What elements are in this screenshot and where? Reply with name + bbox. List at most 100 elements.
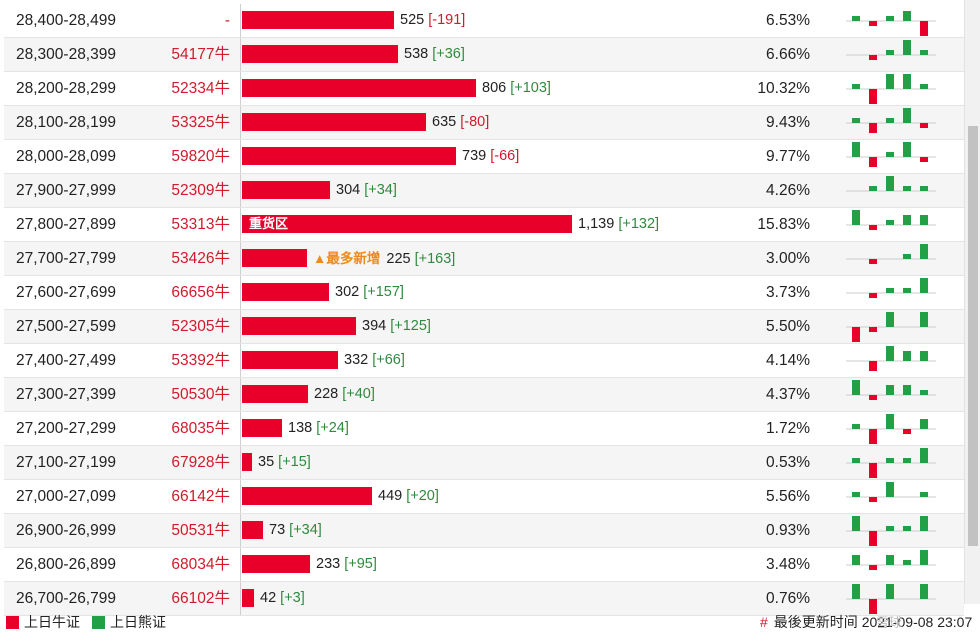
volume-label: 394 [+125] xyxy=(362,310,431,343)
volume-label: 806 [+103] xyxy=(482,72,551,105)
bar-cell: 233 [+95] xyxy=(240,548,761,581)
mini-bar xyxy=(852,492,860,497)
bull-code[interactable]: 52305牛 xyxy=(171,318,230,335)
mini-trend-chart xyxy=(846,516,936,546)
volume-delta: [-80] xyxy=(460,114,490,130)
mini-trend-chart xyxy=(846,584,936,614)
bull-code[interactable]: 53426牛 xyxy=(171,250,230,267)
bull-code[interactable]: 66102牛 xyxy=(171,590,230,607)
table-row: 27,700-27,799 53426牛 ▲最多新增 225 [+163] 3.00% xyxy=(4,242,964,276)
mini-bar xyxy=(886,288,894,293)
bull-code[interactable]: 67928牛 xyxy=(171,454,230,471)
volume-count: 302 xyxy=(335,284,360,300)
mini-bar xyxy=(920,390,928,395)
mini-bar xyxy=(920,244,928,259)
mini-bar xyxy=(903,429,911,434)
hash-icon: # xyxy=(760,614,768,630)
mini-bar xyxy=(869,531,877,546)
bull-code[interactable]: 68035牛 xyxy=(171,420,230,437)
mini-bar xyxy=(886,220,894,225)
scrollbar-thumb[interactable] xyxy=(968,126,978,546)
mini-bar xyxy=(886,118,894,123)
price-range: 27,700-27,799 xyxy=(16,250,116,267)
price-range: 28,100-28,199 xyxy=(16,114,116,131)
bar-cell: 332 [+66] xyxy=(240,344,761,377)
bar-cell: 635 [-80] xyxy=(240,106,761,139)
mini-bar xyxy=(920,351,928,361)
bull-code[interactable]: 50531牛 xyxy=(171,522,230,539)
mini-trend-chart xyxy=(846,244,936,264)
mini-bar xyxy=(920,84,928,89)
price-range: 27,100-27,199 xyxy=(16,454,116,471)
mini-bar xyxy=(903,560,911,565)
volume-delta: [+34] xyxy=(289,522,322,538)
legend-bear: 上日熊证 xyxy=(92,613,166,631)
mini-bar xyxy=(886,526,894,531)
mini-bar xyxy=(869,429,877,444)
bull-code[interactable]: 59820牛 xyxy=(171,148,230,165)
last-updated-label: 最後更新时间 xyxy=(773,614,858,630)
vertical-scrollbar[interactable] xyxy=(964,0,980,604)
volume-label: 228 [+40] xyxy=(314,378,375,411)
bull-code[interactable]: 52334牛 xyxy=(171,80,230,97)
mini-bar xyxy=(852,142,860,157)
mini-bar xyxy=(869,565,877,570)
percentage: 15.83% xyxy=(757,216,810,233)
mini-trend-chart xyxy=(846,380,936,400)
bull-code[interactable]: 66656牛 xyxy=(171,284,230,301)
bull-code[interactable]: 53325牛 xyxy=(171,114,230,131)
mini-bar xyxy=(920,492,928,497)
bar-cell: 重货区 1,139 [+132] xyxy=(240,208,761,241)
volume-bar xyxy=(242,351,338,369)
percentage: 9.77% xyxy=(766,148,810,165)
mini-bar xyxy=(903,11,911,21)
mini-bar xyxy=(903,142,911,157)
volume-delta: [+20] xyxy=(406,488,439,504)
mini-bar xyxy=(920,186,928,191)
volume-bar xyxy=(242,147,456,165)
bull-code[interactable]: - xyxy=(224,12,230,29)
volume-delta: [+95] xyxy=(344,556,377,572)
bull-code[interactable]: 54177牛 xyxy=(171,46,230,63)
bar-cell: 35 [+15] xyxy=(240,446,761,479)
volume-count: 35 xyxy=(258,454,275,470)
bull-code[interactable]: 52309牛 xyxy=(171,182,230,199)
bull-swatch xyxy=(6,616,19,629)
mini-bar xyxy=(920,584,928,599)
mini-bar xyxy=(852,210,860,225)
bull-code[interactable]: 53392牛 xyxy=(171,352,230,369)
bull-code[interactable]: 66142牛 xyxy=(171,488,230,505)
bull-code[interactable]: 68034牛 xyxy=(171,556,230,573)
bull-code[interactable]: 53313牛 xyxy=(171,216,230,233)
volume-delta: [+66] xyxy=(372,352,405,368)
percentage: 0.93% xyxy=(766,522,810,539)
mini-bar xyxy=(920,448,928,463)
table-row: 27,300-27,399 50530牛 228 [+40] 4.37% xyxy=(4,378,964,412)
mini-bar xyxy=(920,50,928,55)
mini-bar xyxy=(886,312,894,327)
price-range: 27,200-27,299 xyxy=(16,420,116,437)
mini-trend-chart xyxy=(846,11,936,36)
mini-bar xyxy=(886,584,894,599)
mini-bar xyxy=(886,555,894,565)
mini-bar xyxy=(886,152,894,157)
bar-cell: ▲最多新增 225 [+163] xyxy=(240,242,761,275)
volume-delta: [+40] xyxy=(342,386,375,402)
mini-bar xyxy=(869,293,877,298)
mini-bar xyxy=(886,16,894,21)
percentage: 0.53% xyxy=(766,454,810,471)
table-row: 26,900-26,999 50531牛 73 [+34] 0.93% xyxy=(4,514,964,548)
bull-code[interactable]: 50530牛 xyxy=(171,386,230,403)
mini-bar xyxy=(869,599,877,614)
percentage: 3.73% xyxy=(766,284,810,301)
volume-label: 73 [+34] xyxy=(269,514,322,547)
table-row: 27,900-27,999 52309牛 304 [+34] 4.26% xyxy=(4,174,964,208)
mini-bar xyxy=(869,395,877,400)
table-row: 27,500-27,599 52305牛 394 [+125] 5.50% xyxy=(4,310,964,344)
volume-bar xyxy=(242,45,398,63)
mini-trend-chart xyxy=(846,312,936,342)
volume-label: 538 [+36] xyxy=(404,38,465,71)
volume-delta: [+125] xyxy=(390,318,431,334)
volume-count: 228 xyxy=(314,386,339,402)
mini-bar xyxy=(852,327,860,342)
